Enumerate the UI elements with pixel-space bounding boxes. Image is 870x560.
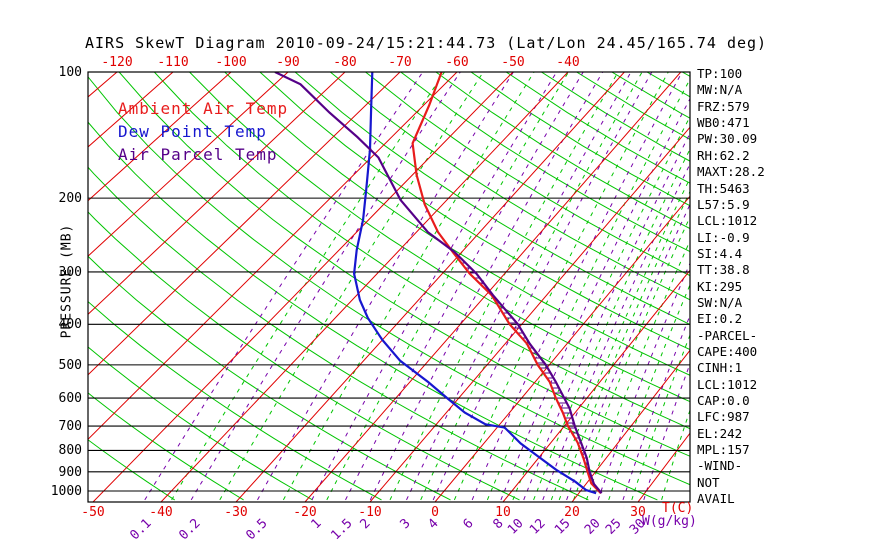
- stats-line: RH:62.2: [697, 147, 750, 163]
- bottom-temp-label: -30: [224, 505, 248, 520]
- pressure-tick-label: 400: [58, 317, 82, 332]
- stats-line: AVAIL: [697, 491, 735, 507]
- stats-line: TT:38.8: [697, 262, 750, 278]
- top-temp-label: -70: [388, 55, 412, 70]
- bottom-temp-label: 10: [495, 505, 511, 520]
- pressure-tick-label: 900: [58, 465, 82, 480]
- pressure-tick-label: 500: [58, 358, 82, 373]
- stats-line: WB0:471: [697, 115, 750, 131]
- bottom-temp-label: 0: [431, 505, 439, 520]
- stats-line: LI:-0.9: [697, 229, 750, 245]
- sounding-curves: [274, 72, 603, 495]
- pressure-tick-label: 200: [58, 191, 82, 206]
- top-temp-label: -100: [215, 55, 247, 70]
- bottom-temp-label: -20: [293, 505, 317, 520]
- legend-ambient-air-temp: Ambient Air Temp: [118, 99, 289, 118]
- stats-line: LCL:1012: [697, 213, 758, 229]
- pressure-tick-label: 100: [58, 65, 82, 80]
- stats-line: NOT: [697, 474, 720, 490]
- stats-line: CAPE:400: [697, 344, 758, 359]
- stats-line: PW:30.09: [697, 131, 758, 147]
- bottom-temp-label: -50: [81, 505, 105, 520]
- pressure-tick-label: 700: [58, 419, 82, 434]
- top-temp-label: -90: [276, 55, 300, 70]
- stats-line: L57:5.9: [697, 196, 750, 212]
- stats-line: CAP:0.0: [697, 393, 750, 408]
- chart-title: AIRS SkewT Diagram 2010-09-24/15:21:44.7…: [85, 34, 768, 52]
- pressure-tick-label: 300: [58, 265, 82, 280]
- stats-line: CINH:1: [697, 360, 743, 376]
- bottom-temp-label: -40: [149, 505, 173, 520]
- stats-line: -PARCEL-: [697, 327, 758, 343]
- top-temp-label: -50: [501, 55, 525, 70]
- curve-dew-point-temp: [352, 72, 597, 495]
- bottom-temp-label: 20: [564, 505, 580, 520]
- stats-line: FRZ:579: [697, 98, 750, 114]
- stats-line: -WIND-: [697, 458, 743, 474]
- stats-line: MPL:157: [697, 442, 750, 458]
- stats-line: MW:N/A: [697, 82, 743, 98]
- legend-air-parcel-temp: Air Parcel Temp: [118, 145, 278, 164]
- top-temp-label: -120: [101, 55, 133, 70]
- temp-unit-label: T(C): [662, 501, 694, 516]
- stats-line: EI:0.2: [697, 311, 743, 327]
- pressure-tick-label: 1000: [50, 484, 82, 499]
- mixing-unit-label: W(g/kg): [642, 514, 697, 529]
- top-temp-label: -60: [445, 55, 469, 70]
- plot-frame: [87, 71, 691, 503]
- stats-line: SI:4.4: [697, 245, 743, 261]
- top-temp-label: -40: [556, 55, 580, 70]
- stats-line: LFC:987: [697, 409, 750, 425]
- bottom-temp-label: 30: [630, 505, 646, 520]
- stats-line: EL:242: [697, 425, 743, 441]
- curve-air-parcel-temp: [274, 72, 603, 494]
- isotherm-lines: [88, 72, 690, 502]
- stats-line: TH:5463: [697, 180, 750, 196]
- stats-line: LCL:1012: [697, 376, 758, 392]
- pressure-tick-label: 800: [58, 443, 82, 458]
- legend-dew-point-temp: Dew Point Temp: [118, 122, 267, 141]
- top-temp-label: -110: [157, 55, 189, 70]
- stats-line: KI:295: [697, 278, 743, 294]
- stats-line: MAXT:28.2: [697, 164, 765, 180]
- curve-ambient-air-temp: [411, 72, 602, 494]
- bottom-temp-label: -10: [358, 505, 382, 520]
- top-temp-label: -80: [333, 55, 357, 70]
- stats-line: SW:N/A: [697, 294, 743, 310]
- pressure-tick-label: 600: [58, 391, 82, 406]
- stats-line: TP:100: [697, 66, 743, 81]
